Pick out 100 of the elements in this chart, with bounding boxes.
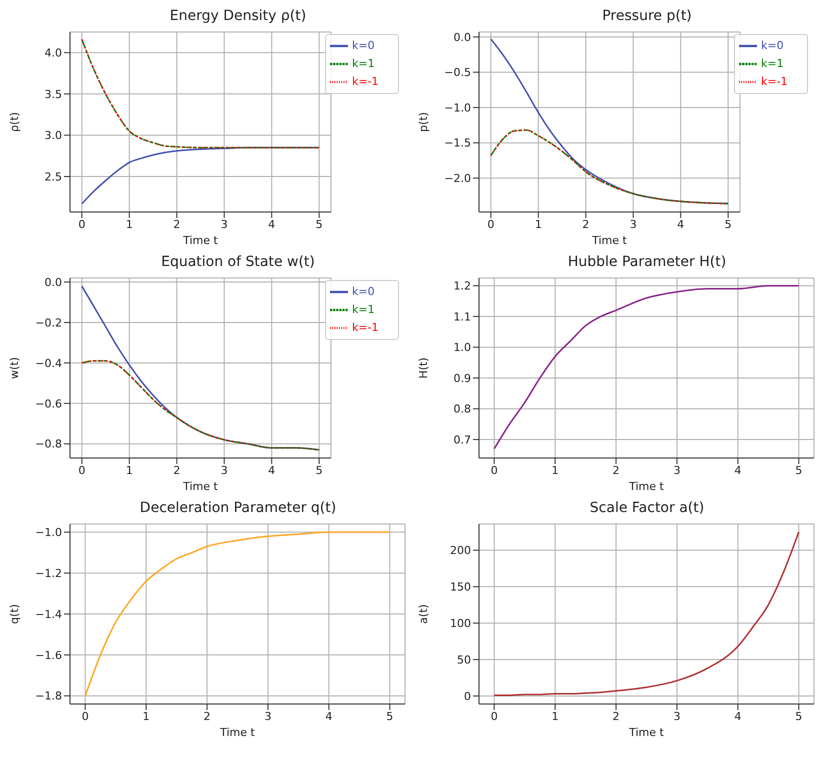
x-tick-label: 1 [126, 464, 133, 477]
x-axis-title: Time t [628, 480, 665, 493]
x-tick-label: 3 [220, 218, 228, 231]
chart-title: Scale Factor a(t) [588, 500, 706, 518]
x-tick-label: 5 [724, 218, 732, 231]
x-tick-label: 5 [386, 710, 394, 723]
y-tick-label: −1.6 [35, 648, 62, 662]
x-tick-label: 5 [316, 464, 323, 477]
y-tick-label: −1.4 [35, 608, 62, 621]
x-tick-label: 0 [487, 218, 494, 231]
x-tick-label: 3 [673, 464, 680, 477]
y-tick-label: −0.5 [444, 66, 471, 80]
y-tick-label: −0.8 [35, 438, 62, 451]
x-tick-label: 1 [142, 710, 150, 723]
x-tick-label: 0 [78, 218, 86, 231]
y-axis-title: q(t) [8, 604, 21, 624]
chart-title: Energy Density ρ(t) [168, 8, 308, 26]
x-tick-label: 2 [582, 218, 590, 231]
x-tick-label: 4 [268, 464, 276, 477]
x-tick-label: 1 [534, 218, 542, 231]
x-axis-title: Time t [182, 480, 219, 493]
chart-title: Deceleration Parameter q(t) [138, 500, 338, 518]
y-tick-label: 4.0 [44, 46, 62, 60]
x-tick-label: 3 [673, 710, 680, 723]
x-tick-label: 2 [173, 218, 180, 231]
y-tick-label: 1.2 [454, 280, 471, 293]
y-tick-label: 50 [457, 653, 471, 666]
x-tick-label: 1 [552, 464, 559, 477]
y-tick-label: 100 [450, 617, 471, 630]
legend-label: k=1 [352, 303, 375, 316]
x-tick-label: 5 [795, 710, 802, 723]
x-tick-label: 2 [612, 464, 620, 477]
x-axis-title: Time t [219, 726, 256, 739]
y-tick-label: 3.0 [44, 129, 62, 142]
x-tick-label: 2 [612, 710, 620, 723]
y-tick-label: 0 [464, 690, 471, 703]
y-tick-label: 1.1 [454, 310, 471, 324]
y-tick-label: 0.7 [454, 433, 471, 446]
x-tick-label: 2 [173, 464, 180, 477]
y-tick-label: 0.9 [454, 372, 471, 385]
y-tick-label: −2.0 [444, 172, 471, 186]
x-axis-title: Time t [628, 726, 665, 739]
legend-label: k=-1 [352, 321, 379, 334]
x-tick-label: 0 [78, 464, 86, 477]
x-tick-label: 4 [734, 710, 742, 723]
legend-label: k=1 [352, 57, 375, 70]
y-axis-title: a(t) [416, 604, 430, 624]
y-tick-label: −1.0 [35, 526, 62, 540]
x-tick-label: 3 [630, 218, 637, 231]
x-tick-label: 5 [316, 218, 323, 231]
y-tick-label: 0.0 [454, 30, 471, 44]
y-tick-label: −0.6 [35, 397, 62, 410]
y-tick-label: −1.5 [444, 136, 471, 150]
y-tick-label: 150 [450, 580, 471, 594]
y-axis-title: w(t) [8, 357, 21, 379]
line-series [490, 129, 729, 204]
x-tick-label: 4 [268, 218, 276, 231]
line-series [81, 285, 320, 451]
y-axis-title: ρ(t) [8, 112, 21, 132]
x-tick-label: 4 [325, 710, 332, 723]
x-tick-label: 2 [204, 710, 211, 723]
line-series [493, 284, 800, 450]
legend-label: k=-1 [352, 75, 379, 88]
legend-label: k=0 [352, 285, 375, 298]
y-tick-label: 0.8 [454, 402, 471, 416]
y-tick-label: 2.5 [44, 170, 62, 184]
y-tick-label: −0.4 [35, 356, 62, 370]
y-tick-label: 200 [450, 544, 471, 558]
x-tick-label: 0 [490, 464, 498, 477]
legend-label: k=-1 [761, 75, 788, 88]
legend-label: k=0 [761, 39, 784, 52]
x-tick-label: 0 [82, 710, 89, 723]
y-tick-label: 1.0 [454, 341, 471, 354]
x-tick-label: 5 [795, 464, 802, 477]
x-axis-title: Time t [182, 234, 219, 247]
chart-title: Pressure p(t) [601, 8, 693, 26]
y-tick-label: −0.2 [35, 316, 62, 330]
line-series [81, 38, 320, 148]
x-tick-label: 4 [734, 464, 742, 477]
y-tick-label: −1.8 [35, 690, 62, 703]
line-series [493, 531, 800, 696]
legend-label: k=1 [761, 57, 784, 70]
legend-label: k=0 [352, 39, 375, 52]
x-tick-label: 1 [126, 218, 133, 231]
y-axis-title: p(t) [416, 112, 430, 132]
y-tick-label: 3.5 [44, 88, 62, 101]
x-tick-label: 4 [677, 218, 684, 231]
y-tick-label: −1.0 [444, 101, 471, 114]
x-tick-label: 1 [552, 710, 559, 723]
line-series [81, 360, 320, 451]
x-tick-label: 0 [490, 710, 498, 723]
x-tick-label: 3 [264, 710, 272, 723]
x-tick-label: 3 [220, 464, 228, 477]
x-axis-title: Time t [591, 234, 628, 247]
y-tick-label: 0.0 [44, 276, 62, 289]
line-series [84, 531, 391, 697]
chart-title: Hubble Parameter H(t) [566, 254, 728, 272]
chart-title: Equation of State w(t) [160, 254, 316, 272]
y-tick-label: −1.2 [35, 566, 62, 580]
y-axis-title: H(t) [416, 357, 430, 379]
